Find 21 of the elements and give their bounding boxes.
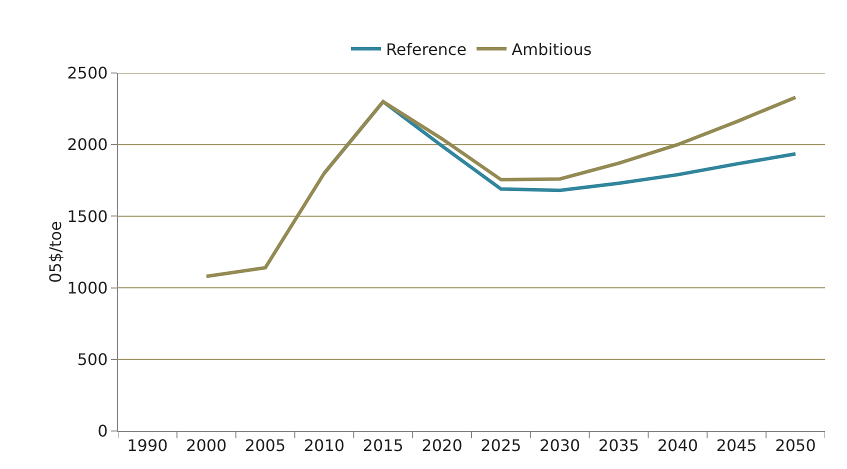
y-tick-label: 1000 <box>67 278 108 298</box>
x-tick-label: 2000 <box>186 436 227 456</box>
x-tick-label: 2005 <box>244 436 286 456</box>
y-tick-label: 500 <box>77 350 108 369</box>
y-tick-label: 0 <box>98 422 108 441</box>
legend-label: Ambitious <box>512 40 592 59</box>
legend-label: Reference <box>386 40 467 59</box>
x-tick-label: 1990 <box>127 436 168 456</box>
y-tick-label: 2500 <box>67 64 108 83</box>
x-tick-label: 2030 <box>540 436 580 456</box>
x-tick-label: 2035 <box>598 436 640 456</box>
x-tick-label: 2045 <box>716 436 757 456</box>
x-tick-label: 2010 <box>304 436 345 456</box>
x-tick-label: 2050 <box>775 436 816 456</box>
y-tick-label: 1500 <box>67 206 108 226</box>
x-tick-label: 2025 <box>480 436 522 456</box>
y-tick-label: 2000 <box>67 135 108 154</box>
x-tick-label: 2020 <box>422 436 462 456</box>
x-tick-label: 2015 <box>362 436 404 456</box>
x-tick-label: 2040 <box>657 436 698 456</box>
y-axis-title: 05$/toe <box>46 221 66 283</box>
